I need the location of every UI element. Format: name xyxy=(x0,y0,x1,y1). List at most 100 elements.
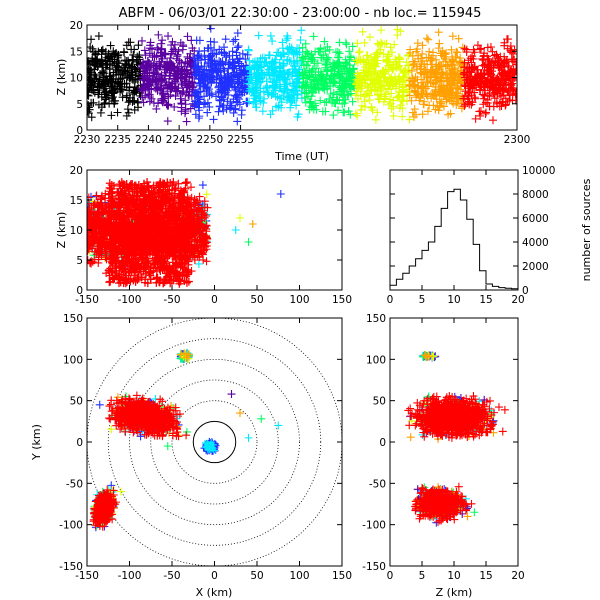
plan-view-ytick-label: -100 xyxy=(59,520,83,532)
panel-plan-view: -150 -100 -50 0 50 100 150 -150 -100 -50 0 50 100 150… xyxy=(30,313,352,599)
x-z-ytick-label: 5 xyxy=(76,255,83,267)
x-z-ytick-label: 15 xyxy=(70,195,83,207)
z-y-ytick-label: -50 xyxy=(369,478,386,490)
x-z-ticks: -150 -100 -50 0 50 100 150 0 5 10 15 20 xyxy=(70,165,352,306)
histogram-ylabel: number of sources xyxy=(580,178,593,281)
range-ring-125km xyxy=(107,338,322,546)
z-y-xlabel: Z (km) xyxy=(436,586,473,599)
x-z-xtick-label: 150 xyxy=(332,294,352,306)
range-rings xyxy=(87,318,342,566)
plan-view-ytick-label: 50 xyxy=(70,396,83,408)
time-height-xtick-label: 2255 xyxy=(227,134,254,146)
time-height-ytick-label: 0 xyxy=(76,125,83,137)
x-z-ytick-label: 0 xyxy=(76,285,83,297)
z-y-ytick-label: 100 xyxy=(366,354,386,366)
plan-view-xtick-label: -150 xyxy=(75,570,99,582)
time-height-xtick-label: 2235 xyxy=(104,134,131,146)
time-height-mark-color-3 xyxy=(244,26,306,121)
time-height-points xyxy=(87,25,517,126)
z-y-mark-color-7 xyxy=(404,391,509,526)
z-y-xtick-label: 20 xyxy=(511,570,524,582)
plan-view-ytick-label: 150 xyxy=(63,313,83,325)
chart-title: ABFM - 06/03/01 22:30:00 - 23:00:00 - nb… xyxy=(119,6,482,21)
histogram-xtick-label: 15 xyxy=(479,294,492,306)
x-z-ylabel: Z (km) xyxy=(55,212,68,249)
panel-z-y: 0 5 10 15 20 -150 -100 -50 0 50 100 150 Z (km) xyxy=(362,313,525,599)
x-z-xtick-label: 50 xyxy=(250,294,263,306)
z-y-frame xyxy=(389,317,519,567)
x-z-ytick-label: 10 xyxy=(70,225,83,237)
time-height-ylabel: Z (km) xyxy=(55,59,68,96)
histogram-xtick-label: 5 xyxy=(419,294,426,306)
plan-view-mark-color-7 xyxy=(89,391,191,531)
time-height-ytick-label: 5 xyxy=(76,99,83,111)
time-height-xtick-label: 2230 xyxy=(74,134,101,146)
plan-view-points xyxy=(89,348,283,532)
x-z-xtick-label: -50 xyxy=(163,294,180,306)
x-z-xtick-label: 0 xyxy=(211,294,218,306)
x-z-xtick-label: -100 xyxy=(118,294,142,306)
z-y-ytick-label: 0 xyxy=(379,437,386,449)
histogram-line xyxy=(390,188,518,290)
plan-view-xtick-label: 50 xyxy=(250,570,263,582)
plan-view-ytick-label: 0 xyxy=(76,437,83,449)
z-y-ytick-label: 150 xyxy=(366,313,386,325)
time-height-xlabel: Time (UT) xyxy=(274,150,329,163)
histogram-xtick-label: 10 xyxy=(447,294,460,306)
x-z-ytick-label: 20 xyxy=(70,165,83,177)
x-z-core-marks xyxy=(104,178,193,288)
histogram-ytick-label: 6000 xyxy=(522,213,549,225)
time-height-xtick-label: 2250 xyxy=(196,134,223,146)
time-height-xtick-label: 2240 xyxy=(135,134,162,146)
x-z-xtick-label: -150 xyxy=(75,294,99,306)
z-y-points xyxy=(404,350,509,527)
panel-x-z: -150 -100 -50 0 50 100 150 0 5 10 15 20 Z (km) xyxy=(55,165,352,306)
x-z-mark-color-6 xyxy=(248,220,257,228)
time-height-xtick-label: 2300 xyxy=(504,134,531,146)
z-y-ytick-label: -150 xyxy=(362,561,386,573)
time-height-xtick-label: 2245 xyxy=(166,134,193,146)
time-height-mark-color-1 xyxy=(136,30,199,126)
z-y-ytick-label: 50 xyxy=(373,396,386,408)
range-ring-50km xyxy=(171,400,258,484)
time-height-mark-color-2 xyxy=(190,25,253,126)
plan-view-ytick-label: 100 xyxy=(63,354,83,366)
z-y-xtick-label: 15 xyxy=(479,570,492,582)
histogram-ytick-label: 8000 xyxy=(522,189,549,201)
histogram-xtick-label: 0 xyxy=(387,294,394,306)
plan-view-ytick-label: -150 xyxy=(59,561,83,573)
plan-view-xtick-label: -100 xyxy=(118,570,142,582)
z-y-xtick-label: 5 xyxy=(419,570,426,582)
plan-view-xlabel: X (km) xyxy=(196,586,233,599)
plan-view-xtick-label: 150 xyxy=(332,570,352,582)
time-height-mark-color-4 xyxy=(298,32,360,120)
time-height-mark-color-5 xyxy=(351,25,414,124)
plan-view-ytick-label: -50 xyxy=(66,478,83,490)
histogram-ytick-label: 2000 xyxy=(522,261,549,273)
time-height-mark-color-6 xyxy=(405,28,468,121)
z-y-xtick-label: 0 xyxy=(387,570,394,582)
plan-view-xtick-label: 0 xyxy=(211,570,218,582)
range-ring-25km xyxy=(192,420,237,464)
z-y-xtick-label: 10 xyxy=(447,570,460,582)
time-height-ytick-label: 15 xyxy=(70,46,83,58)
range-ring-75km xyxy=(150,379,279,505)
z-y-ticks: 0 5 10 15 20 -150 -100 -50 0 50 100 150 xyxy=(362,313,525,582)
plan-view-xtick-label: 100 xyxy=(289,570,309,582)
range-ring-100km xyxy=(129,358,300,526)
time-height-ticks: 2230 2235 2240 2245 2250 2255 2300 0 5 10 15 20 xyxy=(70,20,531,146)
x-z-xtick-label: 100 xyxy=(289,294,309,306)
histogram-ytick-label: 4000 xyxy=(522,237,549,249)
histogram-ytick-label: 0 xyxy=(522,285,529,297)
plan-view-ticks: -150 -100 -50 0 50 100 150 -150 -100 -50 0 50 100 150 xyxy=(59,313,352,582)
x-z-points xyxy=(87,178,285,288)
z-y-ytick-label: -100 xyxy=(362,520,386,532)
time-height-mark-color-7 xyxy=(459,35,517,125)
plan-view-ylabel: Y (km) xyxy=(30,424,43,461)
histogram-xtick-label: 20 xyxy=(511,294,524,306)
histogram-ytick-label: 10000 xyxy=(522,165,555,177)
panel-time-height: 2230 2235 2240 2245 2250 2255 2300 0 5 10 15 20 Tim… xyxy=(55,20,530,163)
